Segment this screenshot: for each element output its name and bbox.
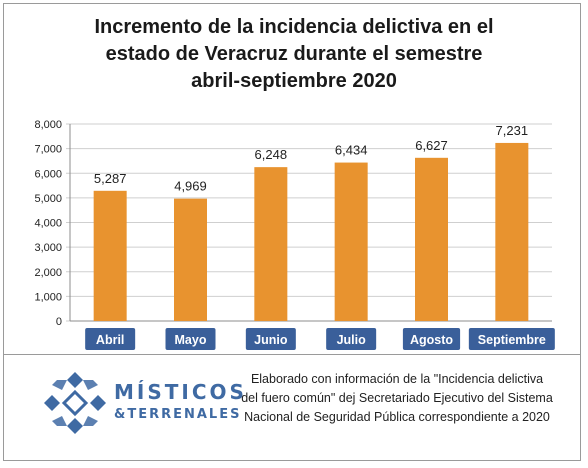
bar	[415, 157, 448, 321]
x-tick-label: Abril	[96, 333, 124, 347]
logo-emblem-icon	[44, 372, 106, 434]
y-tick-label: 4,000	[34, 218, 62, 230]
y-tick-label: 0	[56, 316, 62, 328]
x-tick-label: Julio	[337, 333, 367, 347]
source-credit: Elaborado con información de la "Inciden…	[232, 370, 562, 427]
bar-value-label: 6,248	[255, 147, 288, 162]
x-tick-label: Agosto	[410, 333, 453, 347]
bar-value-label: 6,434	[335, 143, 368, 158]
bar-value-label: 4,969	[174, 179, 207, 194]
x-tick-label: Mayo	[175, 333, 207, 347]
chart-title-line-1: Incremento de la incidencia delictiva en…	[94, 16, 494, 38]
x-tick-label-box	[85, 328, 136, 350]
y-tick-label: 6,000	[34, 168, 62, 180]
y-tick-label: 1,000	[34, 291, 62, 303]
logo-text-top: MÍSTICOS	[114, 380, 247, 404]
bar	[93, 190, 127, 321]
bar	[495, 142, 529, 321]
x-tick-label-box	[245, 328, 296, 350]
bar-value-label: 6,627	[415, 138, 448, 153]
x-tick-label-box	[468, 328, 555, 350]
credit-line-2: del fuero común" dej Secretariado Ejecut…	[241, 391, 553, 405]
credit-line-3: Nacional de Seguridad Pública correspond…	[244, 410, 550, 424]
footer-divider	[3, 354, 581, 355]
y-tick-label: 5,000	[34, 193, 62, 205]
bar-value-label: 5,287	[94, 171, 127, 186]
bar-value-label: 7,231	[496, 123, 529, 138]
x-tick-label-box	[165, 328, 216, 350]
bar	[334, 162, 368, 321]
x-tick-label-box	[326, 328, 377, 350]
bar	[174, 198, 207, 321]
x-tick-label: Septiembre	[478, 333, 546, 347]
y-tick-label: 2,000	[34, 267, 62, 279]
x-tick-label: Junio	[254, 333, 288, 347]
y-tick-label: 7,000	[34, 144, 62, 156]
chart-title: Incremento de la incidencia delictiva en…	[0, 14, 588, 95]
y-tick-label: 3,000	[34, 242, 62, 254]
y-tick-label: 8,000	[34, 119, 62, 131]
bar	[254, 167, 288, 321]
x-tick-label-box	[402, 328, 461, 350]
logo-text-bottom: &TERRENALES	[114, 407, 241, 422]
misticos-terrenales-logo: MÍSTICOS &TERRENALES	[44, 372, 247, 434]
bar-chart: 0 1,000 2,000 3,000 4,000 5,000 6,000 7,000 8,00…	[34, 119, 555, 350]
credit-line-1: Elaborado con información de la "Inciden…	[250, 372, 544, 386]
chart-title-line-2: estado de Veracruz durante el semestre	[105, 43, 483, 65]
chart-title-line-3: abril-septiembre 2020	[191, 70, 397, 92]
